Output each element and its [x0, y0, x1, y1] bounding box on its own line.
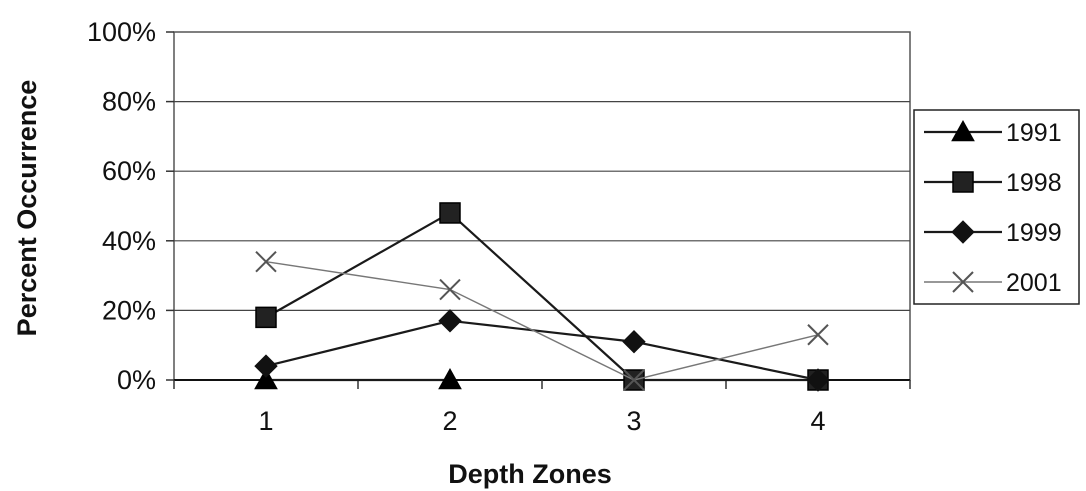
series-2001	[255, 250, 829, 391]
y-tick-label: 0%	[117, 365, 156, 395]
data-point-2001-2	[439, 278, 461, 301]
y-tick-label: 60%	[102, 156, 156, 186]
series-1999	[254, 309, 830, 392]
series-line	[265, 319, 819, 382]
plot-area	[173, 31, 911, 381]
legend-label: 1998	[1006, 169, 1062, 197]
x-tick-label: 4	[810, 406, 825, 436]
legend-marker	[951, 220, 975, 244]
series-line	[265, 211, 818, 382]
y-tick-label: 40%	[102, 226, 156, 256]
legend-label: 2001	[1006, 269, 1062, 297]
x-axis-ticks: 1 2 3 4	[173, 379, 911, 436]
series-line	[265, 260, 819, 381]
data-point-2001-1	[255, 250, 277, 273]
plot-border	[173, 31, 911, 381]
y-axis-title: Percent Occurrence	[12, 80, 42, 337]
x-tick-label: 1	[258, 406, 273, 436]
legend-marker	[951, 119, 975, 142]
data-point-1998-1	[255, 306, 277, 329]
data-point-2001-4	[807, 324, 829, 346]
y-axis-ticks: 0% 20% 40% 60% 80% 100%	[87, 17, 174, 395]
series-1991	[254, 367, 462, 390]
legend-marker	[952, 271, 974, 293]
legend-item-1999: 1999	[924, 219, 1062, 247]
y-tick-label: 20%	[102, 295, 156, 325]
y-tick-label: 100%	[87, 17, 156, 47]
gridlines	[174, 100, 910, 311]
legend-item-1998: 1998	[924, 169, 1062, 197]
data-point-1991-1	[254, 367, 278, 390]
data-point-1999-4	[806, 368, 830, 392]
data-point-1998-2	[439, 202, 461, 224]
legend-label: 1999	[1006, 219, 1062, 247]
data-point-2001-3	[623, 369, 645, 391]
legend-label: 1991	[1006, 119, 1062, 147]
x-axis-title: Depth Zones	[448, 459, 612, 489]
x-tick-label: 3	[626, 406, 641, 436]
legend-item-1991: 1991	[924, 119, 1062, 147]
legend-marker	[952, 171, 974, 193]
legend-item-2001: 2001	[924, 269, 1062, 297]
x-tick-label: 2	[442, 406, 457, 436]
data-point-1991-2	[438, 367, 462, 390]
series-1998	[255, 202, 829, 391]
series-layer	[254, 202, 830, 392]
data-point-1999-1	[254, 354, 278, 378]
y-tick-label: 80%	[102, 87, 156, 117]
data-point-1999-3	[622, 330, 646, 354]
legend: 1991 1998 1999 2001	[913, 109, 1080, 305]
legend-box	[913, 109, 1080, 305]
data-point-1999-2	[438, 309, 462, 333]
